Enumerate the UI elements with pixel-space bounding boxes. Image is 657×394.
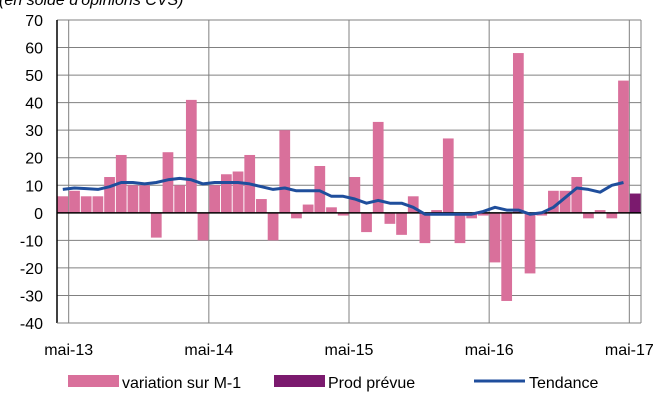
bar-prod-prevue (629, 193, 641, 213)
bar-variation (454, 212, 466, 244)
legend-label-variation: variation sur M-1 (122, 375, 241, 392)
x-axis-ticks: mai-13 mai-14 mai-15 mai-16 mai-17 (44, 342, 654, 359)
bar-variation (583, 212, 594, 219)
bar-variation (372, 121, 384, 213)
bar-variation (477, 212, 489, 216)
bar-variation (279, 130, 291, 213)
legend: variation sur M-1 Prod prévue Tendance (68, 375, 598, 392)
bar-variation (185, 99, 197, 213)
bar-variation (431, 210, 442, 213)
bar-variation (150, 212, 162, 238)
y-tick-label: -40 (20, 316, 43, 333)
bar-variation (174, 185, 186, 213)
x-tick-label: mai-14 (184, 342, 233, 359)
bar-variation (349, 177, 361, 213)
bar-variation (302, 204, 314, 213)
bar-variation (407, 196, 419, 213)
bar-variation (442, 138, 454, 213)
bar-variation (559, 190, 571, 213)
y-tick-label: 10 (25, 178, 43, 195)
bar-variation (618, 80, 629, 213)
bar-variation (361, 212, 372, 233)
bar-variation (326, 207, 337, 213)
grid (57, 19, 642, 324)
y-tick-label: -10 (20, 233, 43, 250)
y-tick-label: 50 (25, 68, 43, 85)
legend-label-prod: Prod prévue (328, 375, 415, 392)
y-tick-label: 60 (25, 41, 43, 58)
x-tick-label: mai-13 (44, 342, 93, 359)
bar-variation (80, 196, 92, 213)
bar-variation (139, 185, 150, 213)
y-tick-label: 40 (25, 96, 43, 113)
bar-variation (396, 212, 407, 235)
bar-variation (501, 212, 513, 301)
bar-variation (256, 199, 267, 213)
bar-variation (489, 212, 501, 263)
line-tendance (62, 176, 624, 216)
chart-subtitle: (en solde d'opinions CVS) (0, 0, 184, 9)
bar-variation (220, 174, 232, 213)
y-axis-ticks: 70 60 50 40 30 20 10 0 -10 -20 -30 -40 (20, 13, 43, 333)
bar-variation (209, 185, 221, 213)
bar-variation (524, 212, 536, 274)
y-tick-label: 30 (25, 123, 43, 140)
y-tick-label: 70 (25, 13, 43, 30)
bar-variation (232, 171, 244, 213)
bar-variation (162, 152, 174, 213)
bar-variation (104, 177, 115, 213)
bar-variation (419, 212, 431, 244)
bar-variation (197, 212, 209, 241)
bar-variation (512, 53, 524, 213)
x-tick-label: mai-15 (325, 342, 374, 359)
legend-swatch-prod (274, 375, 325, 387)
legend-label-tendance: Tendance (529, 375, 598, 392)
y-tick-label: -30 (20, 288, 43, 305)
bar-variation (69, 190, 80, 213)
bar-variation (606, 212, 618, 219)
bar-variation (127, 185, 139, 213)
bar-variation (267, 212, 279, 241)
bar-variation (594, 210, 606, 213)
y-tick-label: 0 (34, 206, 43, 223)
bar-variation (384, 212, 396, 224)
bar-variation (92, 196, 104, 213)
y-tick-label: 20 (25, 151, 43, 168)
trend-lines (62, 176, 624, 216)
bars (57, 53, 641, 301)
bar-variation (337, 212, 349, 216)
bar-variation (57, 196, 69, 213)
bar-variation (291, 212, 302, 219)
y-tick-label: -20 (20, 261, 43, 278)
legend-swatch-variation (68, 375, 119, 387)
x-tick-label: mai-17 (605, 342, 654, 359)
bar-variation (571, 177, 583, 213)
bar-variation (548, 190, 559, 213)
x-tick-label: mai-16 (465, 342, 514, 359)
